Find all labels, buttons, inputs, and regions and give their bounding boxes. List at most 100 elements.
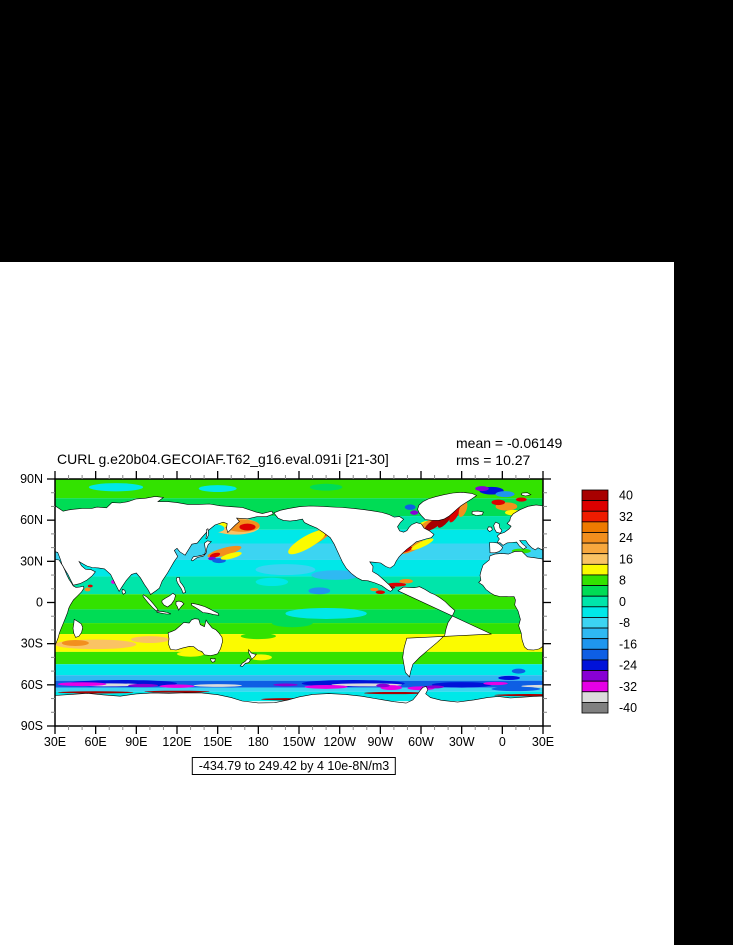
colorbar-label: -40: [619, 701, 637, 715]
landmass-philippines: [175, 577, 186, 594]
landmass-africa-west: [478, 550, 543, 651]
ocean-band: [55, 680, 543, 688]
colorbar-label: 32: [619, 510, 633, 524]
colorbar-cell: [581, 680, 609, 693]
landmass-sakhalin: [205, 528, 209, 540]
x-tick-label: 150E: [203, 735, 232, 749]
ocean-band: [55, 675, 543, 681]
field-patch: [498, 675, 520, 681]
colorbar-cell: [581, 595, 609, 608]
field-patch: [521, 684, 543, 688]
colorbar-cell: [581, 701, 609, 714]
landmass-sri-lanka: [121, 588, 126, 595]
colorbar-label: -16: [619, 637, 637, 651]
colorbar-label: 24: [619, 531, 633, 545]
x-tick-label: 90W: [367, 735, 393, 749]
x-tick-label: 60E: [85, 735, 107, 749]
field-patch: [144, 690, 210, 693]
field-patch: [285, 607, 367, 619]
landmass-south-america: [397, 586, 492, 678]
landmass-britain: [493, 521, 503, 534]
field-patch: [209, 552, 221, 558]
colorbar-cell: [581, 553, 609, 565]
figure-svg: 30E 60E 90E 120E 150E 180 150W 120W 90W 60W 30W 0 30…: [20, 471, 658, 749]
rms-value: rms = 10.27: [456, 451, 531, 468]
landmass-new-zealand-south: [239, 657, 251, 667]
colorbar-cell: [581, 532, 609, 544]
colorbar-label: 0: [619, 595, 626, 609]
stats-block: mean = -0.06149 rms = 10.27: [456, 435, 562, 468]
x-tick-label: 150W: [283, 735, 316, 749]
field-patch: [250, 654, 272, 661]
mean-value: mean = -0.06149: [456, 435, 563, 451]
field-patch: [370, 587, 379, 592]
landmass-tasmania: [210, 658, 216, 663]
colorbar-label: 8: [619, 574, 626, 588]
colorbar-cell: [581, 489, 609, 502]
x-tick-label: 30E: [532, 735, 554, 749]
ocean-band: [55, 594, 543, 610]
field-patch: [483, 681, 508, 686]
y-tick-label: 30N: [20, 554, 43, 568]
field-patch: [128, 683, 159, 688]
field-patch: [387, 582, 407, 587]
ocean-band: [55, 479, 543, 499]
colorbar-label: 16: [619, 552, 633, 566]
colorbar-label: 40: [619, 489, 633, 503]
plot-title: CURL g.e20b04.GECOIAF.T62_g16.eval.091i …: [57, 451, 389, 467]
landmass-antarctica: [55, 686, 543, 726]
field-patch: [431, 682, 492, 688]
field-patch: [57, 691, 134, 694]
field-patch: [647, 657, 658, 660]
field-patch: [220, 551, 242, 560]
y-tick-label: 30S: [21, 637, 43, 651]
field-patch: [193, 684, 243, 687]
ocean-band: [55, 623, 543, 635]
world-heatmap: [55, 479, 658, 726]
field-patch: [311, 570, 360, 580]
field-patch: [375, 590, 386, 594]
colorbar-cell: [581, 574, 609, 586]
field-patch: [304, 684, 348, 689]
x-tick-label: 120W: [323, 735, 356, 749]
colorbar-cell: [581, 648, 609, 661]
field-patch: [410, 510, 419, 515]
field-patch: [515, 497, 527, 502]
field-patch: [84, 587, 91, 592]
landmass-ireland: [486, 526, 493, 532]
colorbar-label: -8: [619, 616, 630, 630]
field-patch: [399, 579, 413, 584]
field-patch: [255, 577, 289, 587]
field-patch: [88, 483, 144, 492]
field-patch: [491, 499, 506, 506]
y-tick-label: 90S: [21, 719, 43, 733]
landmass-borneo: [161, 592, 176, 608]
colorbar-cell: [581, 617, 609, 629]
landmass-iberia: [489, 542, 503, 554]
colorbar-cell: [581, 563, 609, 576]
colorbar-cell: [581, 542, 609, 555]
field-patch: [177, 651, 205, 657]
colorbar-cell: [581, 500, 609, 512]
field-patch: [57, 682, 107, 687]
landmass-new-zealand-north: [248, 648, 257, 660]
field-patch: [240, 633, 276, 640]
colorbar-cell: [581, 691, 609, 703]
x-tick-label: 30E: [44, 735, 66, 749]
field-patch: [308, 587, 331, 595]
field-patch: [494, 694, 543, 697]
x-tick-label: 120E: [162, 735, 191, 749]
landmass-sulawesi: [175, 600, 185, 611]
field-patch: [255, 564, 316, 576]
field-patch: [364, 691, 424, 695]
y-tick-label: 0: [36, 596, 43, 610]
colorbar-cell: [581, 606, 609, 618]
field-patch: [198, 485, 237, 493]
field-patch: [449, 505, 461, 523]
ocean-band: [55, 651, 543, 665]
field-patch: [458, 501, 468, 517]
field-patch: [159, 684, 195, 688]
landmass-japan: [190, 540, 212, 562]
field-patch: [87, 584, 93, 588]
